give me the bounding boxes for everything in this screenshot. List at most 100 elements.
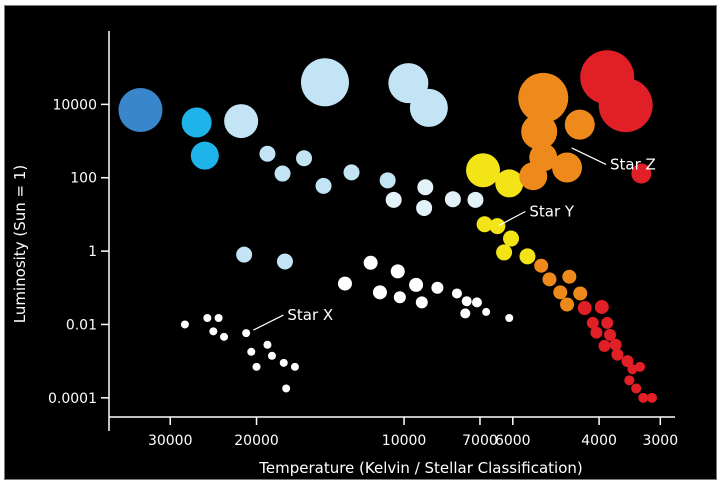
star-point xyxy=(416,199,433,216)
annotation-leader-line xyxy=(498,210,526,226)
star-point xyxy=(444,191,461,208)
star-point xyxy=(471,297,482,308)
x-tick-label: 6000 xyxy=(495,433,531,449)
star-point xyxy=(590,326,603,339)
star-point xyxy=(482,307,491,316)
star-point xyxy=(624,375,635,386)
y-tick-label: 100 xyxy=(70,171,97,187)
star-point xyxy=(518,72,569,123)
star-point xyxy=(631,163,652,184)
star-point xyxy=(300,58,349,107)
star-point xyxy=(242,329,251,338)
y-axis-title: Luminosity (Sun = 1) xyxy=(11,165,29,323)
star-point xyxy=(274,165,291,182)
star-point xyxy=(393,291,406,304)
annotation-leader-line xyxy=(253,314,284,331)
star-point xyxy=(577,301,592,316)
star-point xyxy=(379,172,396,189)
x-tick-label: 20000 xyxy=(234,433,279,449)
star-point xyxy=(252,362,261,371)
star-point xyxy=(562,269,577,284)
star-point xyxy=(385,191,402,208)
star-point xyxy=(604,328,617,341)
star-point xyxy=(220,332,229,341)
star-point xyxy=(279,358,288,367)
star-point xyxy=(363,255,378,270)
star-point xyxy=(180,320,189,329)
star-point xyxy=(236,246,253,263)
star-point xyxy=(290,362,299,371)
axes xyxy=(108,31,675,431)
star-point xyxy=(631,383,642,394)
y-ticks: 10000 100 1 0.01 0.0001 xyxy=(48,97,109,407)
star-point xyxy=(214,313,223,322)
star-point xyxy=(646,392,657,403)
star-point xyxy=(611,348,624,361)
star-point xyxy=(598,78,653,133)
star-point xyxy=(461,296,472,307)
x-axis-title: Temperature (Kelvin / Stellar Classifica… xyxy=(258,459,582,477)
x-tick-label: 10000 xyxy=(382,433,427,449)
star-point xyxy=(601,316,614,329)
star-point xyxy=(552,152,583,183)
star-point xyxy=(560,297,575,312)
star-point xyxy=(337,276,352,291)
star-point xyxy=(621,355,634,368)
star-point xyxy=(609,338,622,351)
star-point xyxy=(118,88,163,133)
star-point xyxy=(263,340,272,349)
star-point xyxy=(315,177,332,194)
star-point xyxy=(282,384,291,393)
star-point xyxy=(594,299,609,314)
annotations: Star Z Star Y Star X xyxy=(253,147,656,331)
star-point xyxy=(209,327,218,336)
star-point xyxy=(564,109,595,140)
star-point xyxy=(247,347,256,356)
star-point xyxy=(519,248,536,265)
star-point xyxy=(519,162,548,191)
star-point xyxy=(467,191,484,208)
star-point xyxy=(534,258,549,273)
star-point xyxy=(259,145,276,162)
star-point xyxy=(415,296,428,309)
annotation-label: Star Z xyxy=(610,155,656,173)
x-tick-label: 30000 xyxy=(148,433,193,449)
star-point xyxy=(521,113,558,150)
annotation-leader-line xyxy=(571,147,607,165)
star-point xyxy=(267,351,276,360)
star-point xyxy=(431,281,444,294)
data-points xyxy=(118,50,657,403)
star-point xyxy=(224,104,259,139)
star-point xyxy=(627,364,638,375)
star-point xyxy=(586,316,599,329)
star-point xyxy=(451,288,462,299)
star-point xyxy=(542,272,557,287)
star-point xyxy=(489,218,506,235)
star-point xyxy=(496,244,513,261)
star-point xyxy=(553,285,568,300)
star-point xyxy=(190,141,219,170)
star-point xyxy=(181,107,212,138)
star-point xyxy=(598,339,611,352)
y-tick-label: 0.01 xyxy=(66,317,97,333)
star-point xyxy=(638,392,649,403)
annotation-label: Star Y xyxy=(529,203,575,221)
star-point xyxy=(503,230,520,247)
y-tick-label: 0.0001 xyxy=(48,391,97,407)
star-point xyxy=(343,164,360,181)
star-point xyxy=(409,88,448,127)
star-point xyxy=(495,169,524,198)
star-point xyxy=(460,308,471,319)
chart-frame: 10000 100 1 0.01 0.0001 30000 20000 10000 7000 6… xyxy=(4,5,717,480)
star-point xyxy=(505,313,514,322)
star-point xyxy=(276,253,293,270)
star-point xyxy=(573,286,588,301)
star-point xyxy=(409,277,424,292)
star-point xyxy=(417,179,434,196)
y-tick-label: 10000 xyxy=(52,97,97,113)
star-point xyxy=(466,153,501,188)
star-point xyxy=(372,285,387,300)
star-point xyxy=(203,313,212,322)
star-point xyxy=(476,216,493,233)
